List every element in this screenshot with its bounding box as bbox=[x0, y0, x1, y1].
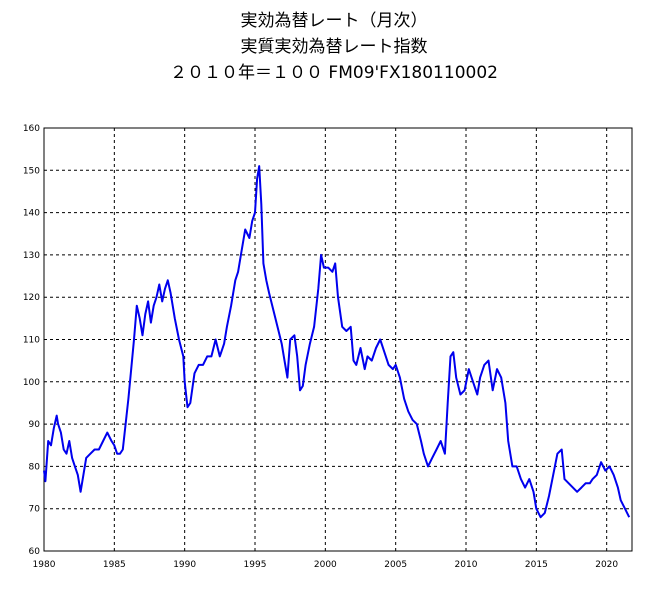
x-tick-label: 2010 bbox=[455, 560, 478, 570]
x-tick-label: 1985 bbox=[103, 560, 126, 570]
y-tick-label: 110 bbox=[23, 336, 40, 346]
series-line-0 bbox=[43, 165, 631, 519]
y-tick-label: 120 bbox=[23, 293, 40, 303]
y-tick-label: 140 bbox=[23, 209, 40, 219]
chart-title: 実効為替レート（月次） bbox=[240, 11, 428, 31]
x-tick-label: 2000 bbox=[314, 560, 337, 570]
y-tick-label: 90 bbox=[29, 420, 41, 430]
x-tick-label: 2005 bbox=[384, 560, 407, 570]
x-tick-label: 1990 bbox=[173, 560, 196, 570]
x-tick-label: 2015 bbox=[525, 560, 548, 570]
y-tick-label: 160 bbox=[23, 124, 40, 134]
chart-subtitle: 実質実効為替レート指数 bbox=[240, 37, 428, 57]
y-tick-label: 60 bbox=[29, 547, 41, 557]
y-tick-label: 80 bbox=[29, 462, 41, 472]
chart-title-block: 実効為替レート（月次） 実質実効為替レート指数 ２０１０年＝１００ FM09'F… bbox=[0, 8, 668, 86]
y-tick-label: 100 bbox=[23, 378, 40, 388]
y-tick-label: 70 bbox=[29, 505, 41, 515]
y-tick-label: 150 bbox=[23, 166, 40, 176]
chart-base-note: ２０１０年＝１００ FM09'FX180110002 bbox=[170, 63, 498, 83]
x-tick-label: 1980 bbox=[33, 560, 56, 570]
x-tick-label: 2020 bbox=[595, 560, 618, 570]
x-tick-label: 1995 bbox=[244, 560, 267, 570]
plot-area: 60 70 80 90 100 110 120 130 140 150 160 1980 1985 199… bbox=[23, 124, 633, 570]
y-tick-label: 130 bbox=[23, 251, 40, 261]
